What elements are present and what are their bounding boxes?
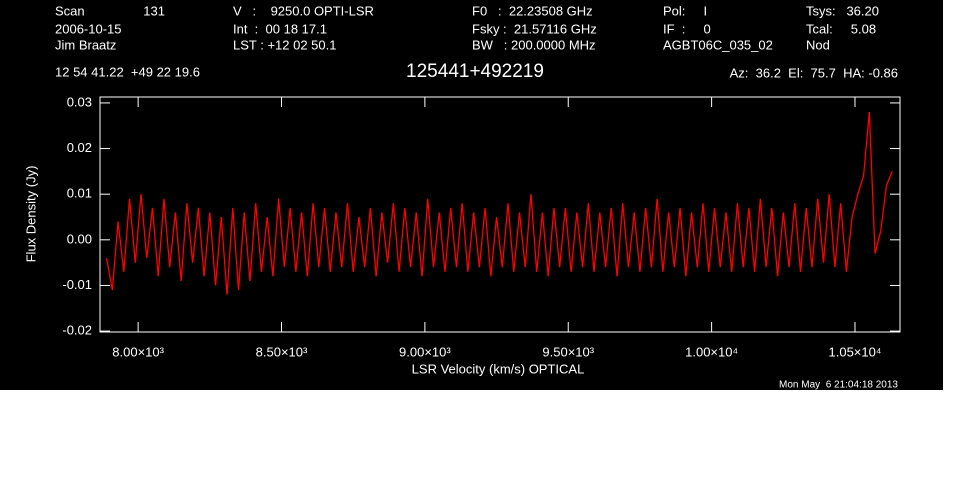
chart-title: 125441+492219 <box>406 61 544 82</box>
x-tick-label: 8.50×10³ <box>256 344 308 359</box>
y-tick-label: 0.02 <box>67 140 92 155</box>
coords: 12 54 41.22 +49 22 19.6 <box>55 64 200 79</box>
pointing: Az: 36.2 El: 75.7 HA: -0.86 <box>730 65 898 80</box>
header-field: Jim Braatz <box>55 37 116 52</box>
header-field: Int : 00 18 17.1 <box>233 21 327 36</box>
y-tick-label: 0.01 <box>67 186 92 201</box>
x-tick-label: 9.50×10³ <box>542 344 594 359</box>
header-field: BW : 200.0000 MHz <box>472 37 596 52</box>
scan-label: Scan <box>55 3 85 18</box>
header-field: Fsky : 21.57116 GHz <box>472 21 597 36</box>
header-field: Tsys: 36.20 <box>806 3 879 18</box>
header-field: F0 : 22.23508 GHz <box>472 3 593 18</box>
y-tick-label: -0.02 <box>62 323 92 338</box>
header-field: AGBT06C_035_02 <box>663 37 773 52</box>
header-field: IF : 0 <box>663 21 711 36</box>
header-field: 2006-10-15 <box>55 21 122 36</box>
x-tick-label: 8.00×10³ <box>112 344 164 359</box>
x-tick-label: 9.00×10³ <box>399 344 451 359</box>
y-tick-label: -0.01 <box>62 277 92 292</box>
x-tick-label: 1.05×10⁴ <box>829 344 882 359</box>
header-field: LST : +12 02 50.1 <box>233 37 336 52</box>
timestamp: Mon May 6 21:04:18 2013 <box>779 380 898 391</box>
y-axis-label: Flux Density (Jy) <box>23 166 38 263</box>
scan-number: 131 <box>143 3 165 18</box>
y-tick-label: 0.03 <box>67 94 92 109</box>
y-tick-label: 0.00 <box>67 231 92 246</box>
header-field: Tcal: 5.08 <box>806 21 876 36</box>
plot-frame <box>99 96 901 333</box>
plot-background <box>0 0 943 390</box>
header-field: V : 9250.0 OPTI-LSR <box>233 3 374 18</box>
spectrum-line <box>105 112 893 295</box>
x-axis-label: LSR Velocity (km/s) OPTICAL <box>412 361 585 376</box>
header-field: Nod <box>806 37 830 52</box>
x-tick-label: 1.00×10⁴ <box>685 344 738 359</box>
header-field: Pol: I <box>663 3 707 18</box>
